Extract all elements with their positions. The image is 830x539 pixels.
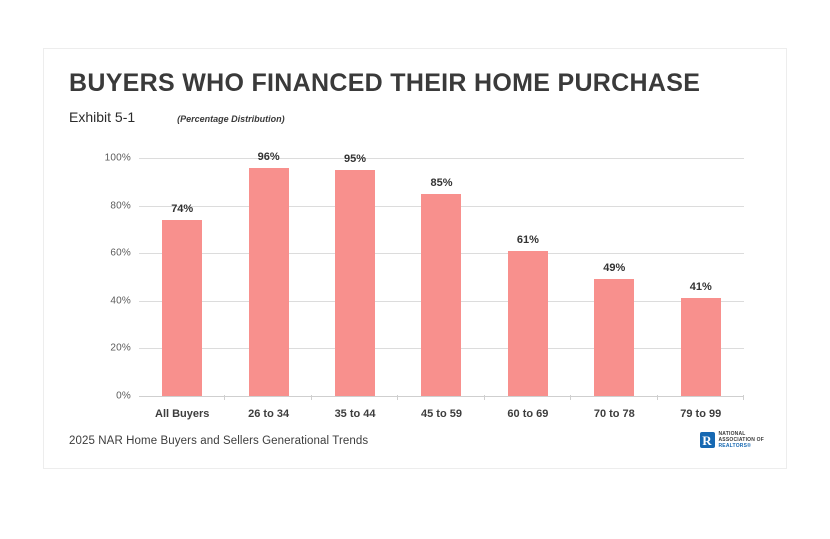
exhibit-label: Exhibit 5-1 bbox=[69, 109, 136, 125]
bar-value-label-60-to-69: 61% bbox=[516, 233, 539, 246]
page-title: BUYERS WHO FINANCED THEIR HOME PURCHASE bbox=[69, 69, 701, 97]
x-axis-label-26-to-34: 26 to 34 bbox=[248, 408, 290, 420]
realtor-r-icon: R bbox=[699, 432, 715, 449]
x-axis-tick bbox=[483, 395, 485, 400]
y-axis-tick-label: 60% bbox=[110, 247, 131, 259]
chart-subtitle: (Percentage Distribution) bbox=[177, 114, 285, 124]
y-axis-tick-label: 20% bbox=[110, 342, 131, 354]
footer: 2025 NAR Home Buyers and Sellers Generat… bbox=[69, 428, 764, 454]
gridline-100 bbox=[139, 158, 744, 159]
x-axis-label-79-to-99: 79 to 99 bbox=[680, 408, 722, 420]
bar-value-label-all-buyers: 74% bbox=[171, 202, 194, 215]
y-axis-tick-label: 100% bbox=[104, 152, 131, 164]
y-axis-tick-label: 80% bbox=[110, 200, 131, 212]
x-axis-label-35-to-44: 35 to 44 bbox=[334, 408, 376, 420]
bar-35-to-44 bbox=[335, 169, 376, 396]
bar-26-to-34 bbox=[248, 167, 289, 396]
bar-column-45-to-59: 85% 45 to 59 bbox=[398, 158, 485, 420]
bar-all-buyers bbox=[162, 219, 203, 396]
exhibit-row: Exhibit 5-1 (Percentage Distribution) bbox=[69, 109, 469, 127]
x-axis-tick bbox=[224, 395, 226, 400]
x-axis-label-45-to-59: 45 to 59 bbox=[420, 408, 462, 420]
gridline-0 bbox=[139, 396, 744, 397]
nar-logo-text: NATIONAL ASSOCIATION OF REALTORS® bbox=[719, 432, 765, 449]
x-axis-label-70-to-78: 70 to 78 bbox=[593, 408, 635, 420]
bar-column-26-to-34: 96% 26 to 34 bbox=[225, 151, 312, 420]
bar-value-label-79-to-99: 41% bbox=[689, 281, 712, 294]
bar-columns: 74% All Buyers 96% 26 to 34 95% 35 to 44 85% 45… bbox=[139, 151, 744, 420]
source-text: 2025 NAR Home Buyers and Sellers Generat… bbox=[69, 435, 369, 447]
bar-column-79-to-99: 41% 79 to 99 bbox=[658, 158, 744, 420]
nar-logo: R NATIONAL ASSOCIATION OF REALTORS® bbox=[699, 432, 765, 449]
bar-column-70-to-78: 49% 70 to 78 bbox=[571, 158, 658, 420]
bar-value-label-26-to-34: 96% bbox=[257, 150, 280, 163]
x-axis-tick bbox=[397, 395, 399, 400]
x-axis-label-60-to-69: 60 to 69 bbox=[507, 408, 549, 420]
x-axis-tick bbox=[656, 395, 658, 400]
x-axis-label-all-buyers: All Buyers bbox=[155, 408, 210, 420]
bar-column-all-buyers: 74% All Buyers bbox=[139, 158, 226, 420]
nar-logo-line1: NATIONAL bbox=[718, 431, 746, 438]
bar-chart: 0% 20% 40% 60% 80% 100% 74% All Buyers 96% 26 to … bbox=[105, 151, 744, 420]
x-axis-tick bbox=[570, 395, 572, 400]
bar-column-60-to-69: 61% 60 to 69 bbox=[485, 158, 572, 420]
chart-card: BUYERS WHO FINANCED THEIR HOME PURCHASE … bbox=[43, 48, 787, 469]
x-axis-tick bbox=[742, 395, 744, 400]
y-axis-tick-label: 40% bbox=[110, 295, 131, 307]
bar-value-label-70-to-78: 49% bbox=[603, 262, 626, 275]
y-axis-tick-label: 0% bbox=[116, 390, 131, 402]
bar-79-to-99 bbox=[680, 298, 721, 396]
bar-value-label-35-to-44: 95% bbox=[344, 152, 367, 165]
bar-70-to-78 bbox=[594, 279, 635, 396]
bar-value-label-45-to-59: 85% bbox=[430, 176, 453, 189]
nar-logo-line3: REALTORS® bbox=[718, 442, 752, 449]
bar-45-to-59 bbox=[421, 193, 462, 396]
nar-logo-line2: ASSOCIATION OF bbox=[718, 437, 764, 444]
bar-column-35-to-44: 95% 35 to 44 bbox=[312, 153, 399, 420]
x-axis-tick bbox=[310, 395, 312, 400]
bar-60-to-69 bbox=[507, 250, 548, 396]
